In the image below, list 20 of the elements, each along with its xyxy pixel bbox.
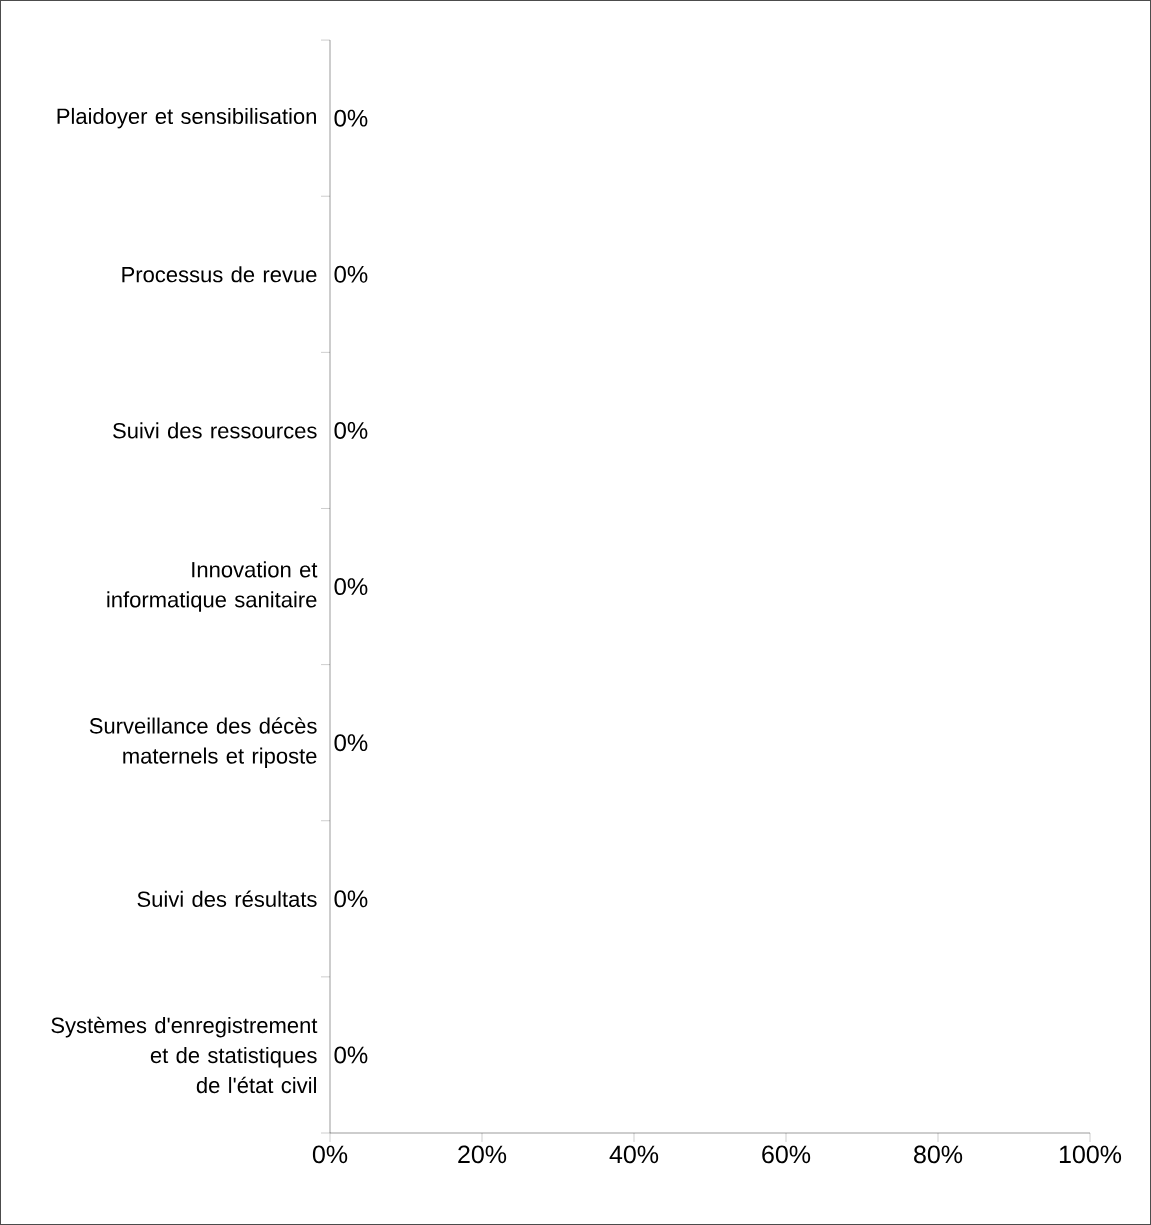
y-tick-label: Innovation et informatique sanitaire (107, 561, 318, 612)
x-tick-label: 80% (914, 1145, 963, 1164)
data-label: 0% (334, 1046, 368, 1064)
x-tick-label: 60% (762, 1145, 811, 1164)
x-tick-label: 100% (1059, 1145, 1122, 1164)
data-label: 0% (334, 890, 368, 908)
y-tick-label: Processus de revue (122, 266, 317, 283)
x-tick-label: 40% (609, 1145, 659, 1164)
y-tick-label: Surveillance des décès maternels et riposte (89, 717, 317, 769)
x-tick-label: 0% (312, 1145, 348, 1164)
y-tick-label: Plaidoyer et sensibilisation (57, 107, 316, 129)
data-label: 0% (334, 109, 368, 127)
y-tick-label: Suivi des ressources (113, 422, 317, 439)
data-label: 0% (334, 421, 368, 439)
data-label: 0% (334, 734, 368, 752)
y-tick-label: Suivi des résultats (137, 890, 317, 908)
y-tick-label: Systèmes d'enregistrement et de statistiques de l'état civil (51, 1016, 318, 1094)
data-label: 0% (334, 265, 368, 283)
data-label: 0% (334, 578, 368, 596)
x-tick-label: 20% (458, 1145, 507, 1164)
